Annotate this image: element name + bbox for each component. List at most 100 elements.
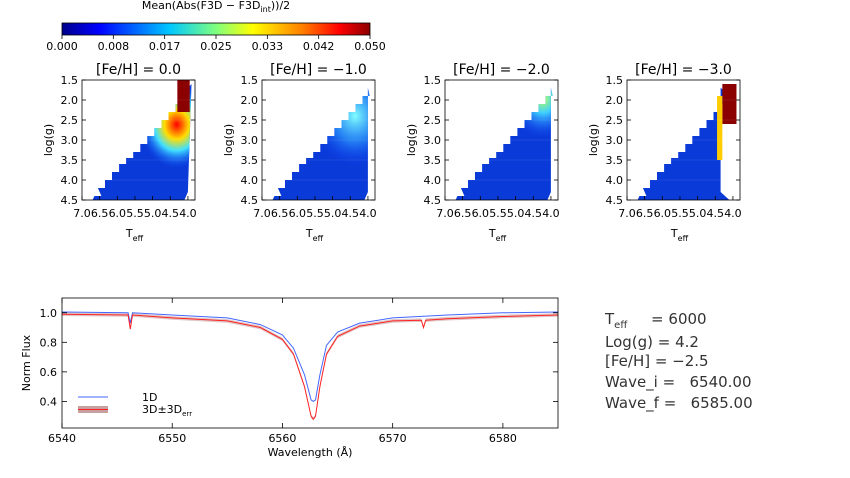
y-axis-label: log(g) <box>405 124 418 156</box>
y-tick-label: 0.6 <box>40 366 58 379</box>
x-tick-label: 6.5 <box>636 207 654 220</box>
x-tick-label: 6560 <box>268 432 296 445</box>
colorbar-gradient <box>61 22 371 36</box>
y-tick-label: 4.5 <box>61 194 79 207</box>
panel-title: [Fe/H] = 0.0 <box>96 62 181 78</box>
colorbar-tick-label: 0.025 <box>200 40 232 53</box>
y-tick-label: 1.5 <box>424 74 442 87</box>
colorbar-tick-label: 0.033 <box>252 40 284 53</box>
y-tick-label: 0.8 <box>40 336 58 349</box>
y-tick-label: 1.5 <box>61 74 79 87</box>
info-wave-i: Wave_i = 6540.00 <box>605 373 752 392</box>
y-tick-label: 2.0 <box>424 94 442 107</box>
heatmap-field <box>637 88 735 200</box>
colorbar-tick-label: 0.017 <box>149 40 181 53</box>
x-tick-label: 6.0 <box>289 207 307 220</box>
x-tick-label: 6580 <box>489 432 517 445</box>
legend-label-1d: 1D <box>142 391 157 404</box>
y-tick-label: 3.0 <box>606 134 624 147</box>
heatmap-hot-region <box>92 84 192 200</box>
x-tick-label: 5.5 <box>306 207 324 220</box>
x-tick-label: 5.0 <box>144 207 162 220</box>
x-tick-label: 5.0 <box>689 207 707 220</box>
y-tick-label: 3.5 <box>606 154 624 167</box>
y-axis-label: log(g) <box>222 124 235 156</box>
x-tick-label: 5.5 <box>126 207 144 220</box>
y-tick-label: 4.0 <box>61 174 79 187</box>
info-logg: Log(g) = 4.2 <box>605 333 699 351</box>
y-axis-label: Norm Flux <box>20 334 33 391</box>
x-tick-label: 4.0 <box>179 207 197 220</box>
x-tick-label: 6570 <box>379 432 407 445</box>
x-tick-label: 5.5 <box>671 207 689 220</box>
heatmap-panel-feh-m2: [Fe/H] = −2.01.52.02.53.03.54.04.57.0 6.5… <box>405 62 560 243</box>
colorbar-tick-label: 0.050 <box>354 40 386 53</box>
x-tick-label: 7.0 <box>253 207 271 220</box>
y-tick-label: 3.0 <box>424 134 442 147</box>
panel-title: [Fe/H] = −2.0 <box>453 62 550 78</box>
heatmap-hot-region <box>455 88 553 200</box>
y-tick-label: 4.5 <box>424 194 442 207</box>
colorbar-title: Mean(Abs(F3D − F3Dint))/2 <box>142 0 290 14</box>
series-1d-line <box>61 311 559 403</box>
y-tick-label: 1.5 <box>241 74 259 87</box>
x-tick-label: 6.5 <box>271 207 289 220</box>
plot-frame <box>61 297 559 429</box>
x-tick-label: 6.0 <box>472 207 490 220</box>
y-tick-label: 4.5 <box>606 194 624 207</box>
colorbar-tick-label: 0.042 <box>303 40 335 53</box>
y-tick-label: 2.5 <box>424 114 442 127</box>
x-tick-label: 5.5 <box>489 207 507 220</box>
y-tick-label: 2.0 <box>61 94 79 107</box>
heatmap-max-region <box>722 84 737 124</box>
y-tick-label: 2.0 <box>606 94 624 107</box>
y-tick-label: 2.5 <box>606 114 624 127</box>
x-tick-label: 6.5 <box>454 207 472 220</box>
y-axis-label: log(g) <box>587 124 600 156</box>
heatmap-panel-feh-m3: [Fe/H] = −3.01.52.02.53.03.54.04.57.0 6.5… <box>587 62 742 243</box>
colorbar-tick-label: 0.008 <box>98 40 130 53</box>
y-tick-label: 4.0 <box>424 174 442 187</box>
x-tick-label: 4.0 <box>724 207 742 220</box>
x-tick-label: 6540 <box>48 432 76 445</box>
spectrum-panel: 0.4 0.6 0.8 1.0 6540 6550 6560 6570 6580 Waveleng… <box>20 297 559 459</box>
x-axis-label: Teff <box>670 227 689 243</box>
y-tick-label: 2.5 <box>241 114 259 127</box>
heatmap-max-region <box>177 80 190 112</box>
x-tick-label: 7.0 <box>436 207 454 220</box>
info-feh: [Fe/H] = −2.5 <box>605 352 709 370</box>
colorbar-ticks: 0.000 0.008 0.017 0.025 0.033 0.042 0.050 <box>46 35 386 53</box>
y-tick-label: 2.0 <box>241 94 259 107</box>
x-tick-label: 4.5 <box>707 207 725 220</box>
x-axis-label: Teff <box>488 227 507 243</box>
y-tick-label: 2.5 <box>61 114 79 127</box>
error-band <box>62 312 558 421</box>
info-wave-f: Wave_f = 6585.00 <box>605 394 753 413</box>
x-tick-label: 5.0 <box>507 207 525 220</box>
y-tick-label: 4.0 <box>606 174 624 187</box>
x-tick-label: 7.0 <box>618 207 636 220</box>
panel-title: [Fe/H] = −1.0 <box>270 62 367 78</box>
x-tick-label: 5.0 <box>324 207 342 220</box>
y-axis-label: log(g) <box>42 124 55 156</box>
x-tick-label: 4.5 <box>525 207 543 220</box>
colorbar: Mean(Abs(F3D − F3Dint))/2 0.000 0.008 0.01… <box>46 0 386 53</box>
heatmap-panel-feh-0: [Fe/H] = 0.01.52.02.53.03.54.04.57.0 6.5 6… <box>42 62 197 243</box>
series-3d-line <box>61 313 559 420</box>
x-tick-label: 6.0 <box>654 207 672 220</box>
panel-title: [Fe/H] = −3.0 <box>635 62 732 78</box>
info-teff: Teff = 6000 <box>604 310 707 331</box>
y-tick-label: 1.5 <box>606 74 624 87</box>
y-tick-label: 1.0 <box>40 307 58 320</box>
x-axis-label: Teff <box>125 227 144 243</box>
heatmap-panel-feh-m1: [Fe/H] = −1.01.52.02.53.03.54.04.57.0 6.5… <box>222 62 377 243</box>
heatmap-edge-region <box>717 96 723 160</box>
y-tick-label: 3.0 <box>61 134 79 147</box>
x-tick-label: 4.5 <box>342 207 360 220</box>
y-tick-label: 3.5 <box>61 154 79 167</box>
y-tick-label: 3.0 <box>241 134 259 147</box>
x-tick-label: 4.0 <box>542 207 560 220</box>
y-tick-label: 4.5 <box>241 194 259 207</box>
colorbar-tick-label: 0.000 <box>46 40 78 53</box>
